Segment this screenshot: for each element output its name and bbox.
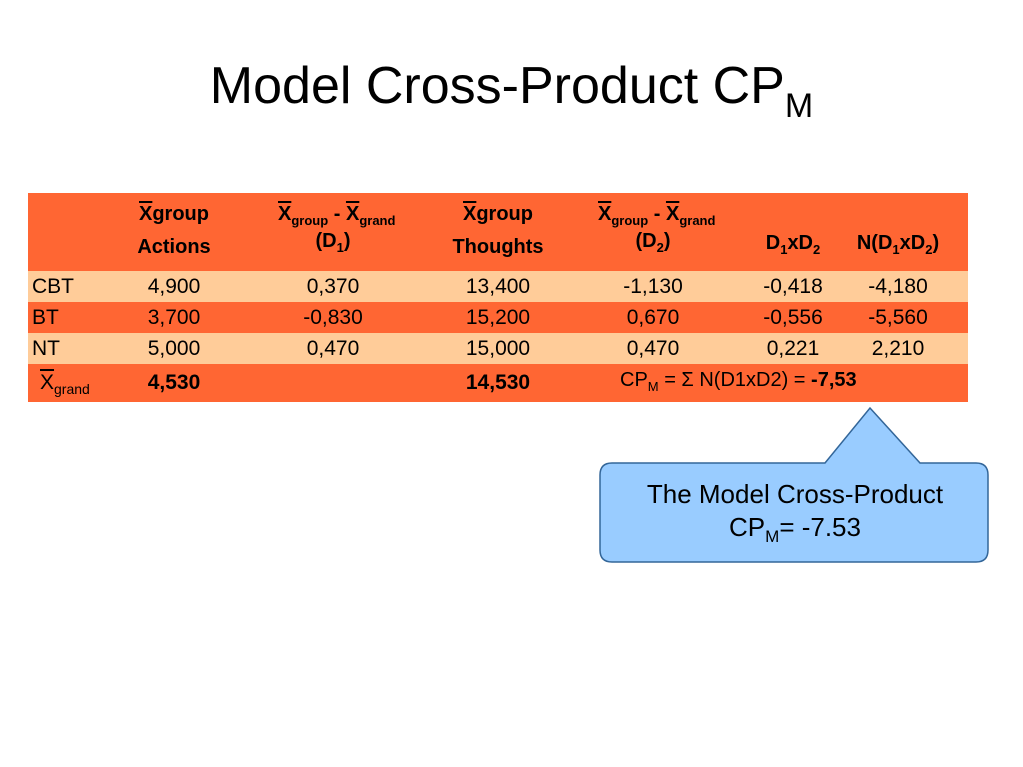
cell-n-d1xd2: -4,180: [868, 275, 928, 298]
header-n-d1xd2: N(D1xD2): [856, 232, 940, 257]
table-row-bt: BT 3,700 -0,830 15,200 0,670 -0,556 -5,5…: [28, 302, 968, 333]
table-row-grand: Xgrand 4,530 14,530 CPM = Σ N(D1xD2) = -…: [28, 364, 968, 402]
header-d2-label: (D2): [635, 230, 671, 255]
table-row-cbt: CBT 4,900 0,370 13,400 -1,130 -0,418 -4,…: [28, 271, 968, 302]
cell-d1xd2: -0,418: [763, 275, 823, 298]
cell-d2: 0,670: [626, 306, 680, 329]
row-label: BT: [32, 306, 59, 329]
cell-thoughts: 15,200: [465, 306, 531, 329]
header-xgroup-actions: Xgroup: [139, 203, 209, 225]
cell-grand-actions: 4,530: [147, 371, 201, 394]
header-d2-formula: Xgroup - Xgrand: [598, 203, 716, 228]
cpm-formula: CPM = Σ N(D1xD2) = -7,53: [620, 369, 857, 394]
header-actions-label: Actions: [137, 236, 211, 258]
table-header-row: Xgroup Actions Xgroup - Xgrand (D1) Xgro…: [28, 193, 968, 271]
cell-d1: -0,830: [303, 306, 363, 329]
cross-product-table: Xgroup Actions Xgroup - Xgrand (D1) Xgro…: [28, 193, 968, 402]
header-d1xd2: D1xD2: [765, 232, 821, 257]
cell-n-d1xd2: 2,210: [871, 337, 925, 360]
callout-line2: CPM= -7.53: [729, 512, 861, 547]
cell-d1: 0,470: [306, 337, 360, 360]
cell-actions: 5,000: [147, 337, 201, 360]
cell-thoughts: 15,000: [465, 337, 531, 360]
table-row-nt: NT 5,000 0,470 15,000 0,470 0,221 2,210: [28, 333, 968, 364]
header-xgroup-thoughts: Xgroup: [463, 203, 533, 225]
cell-d1xd2: -0,556: [763, 306, 823, 329]
row-label: NT: [32, 337, 60, 360]
header-d1-formula: Xgroup - Xgrand: [278, 203, 396, 228]
cell-actions: 4,900: [147, 275, 201, 298]
header-d1-label: (D1): [315, 230, 351, 255]
callout-shape: [599, 406, 989, 563]
callout-text: The Model Cross-Product CPM= -7.53: [604, 478, 986, 553]
cell-d2: -1,130: [623, 275, 683, 298]
cell-d2: 0,470: [626, 337, 680, 360]
row-label-xgrand: Xgrand: [40, 371, 90, 398]
header-thoughts-label: Thoughts: [452, 236, 544, 258]
cell-actions: 3,700: [147, 306, 201, 329]
cell-thoughts: 13,400: [465, 275, 531, 298]
cell-n-d1xd2: -5,560: [868, 306, 928, 329]
cell-d1: 0,370: [306, 275, 360, 298]
callout-line1: The Model Cross-Product: [646, 479, 944, 509]
slide-title: Model Cross-Product CPM: [209, 57, 814, 125]
cell-d1xd2: 0,221: [766, 337, 820, 360]
cell-grand-thoughts: 14,530: [465, 371, 531, 394]
row-label: CBT: [32, 275, 74, 298]
